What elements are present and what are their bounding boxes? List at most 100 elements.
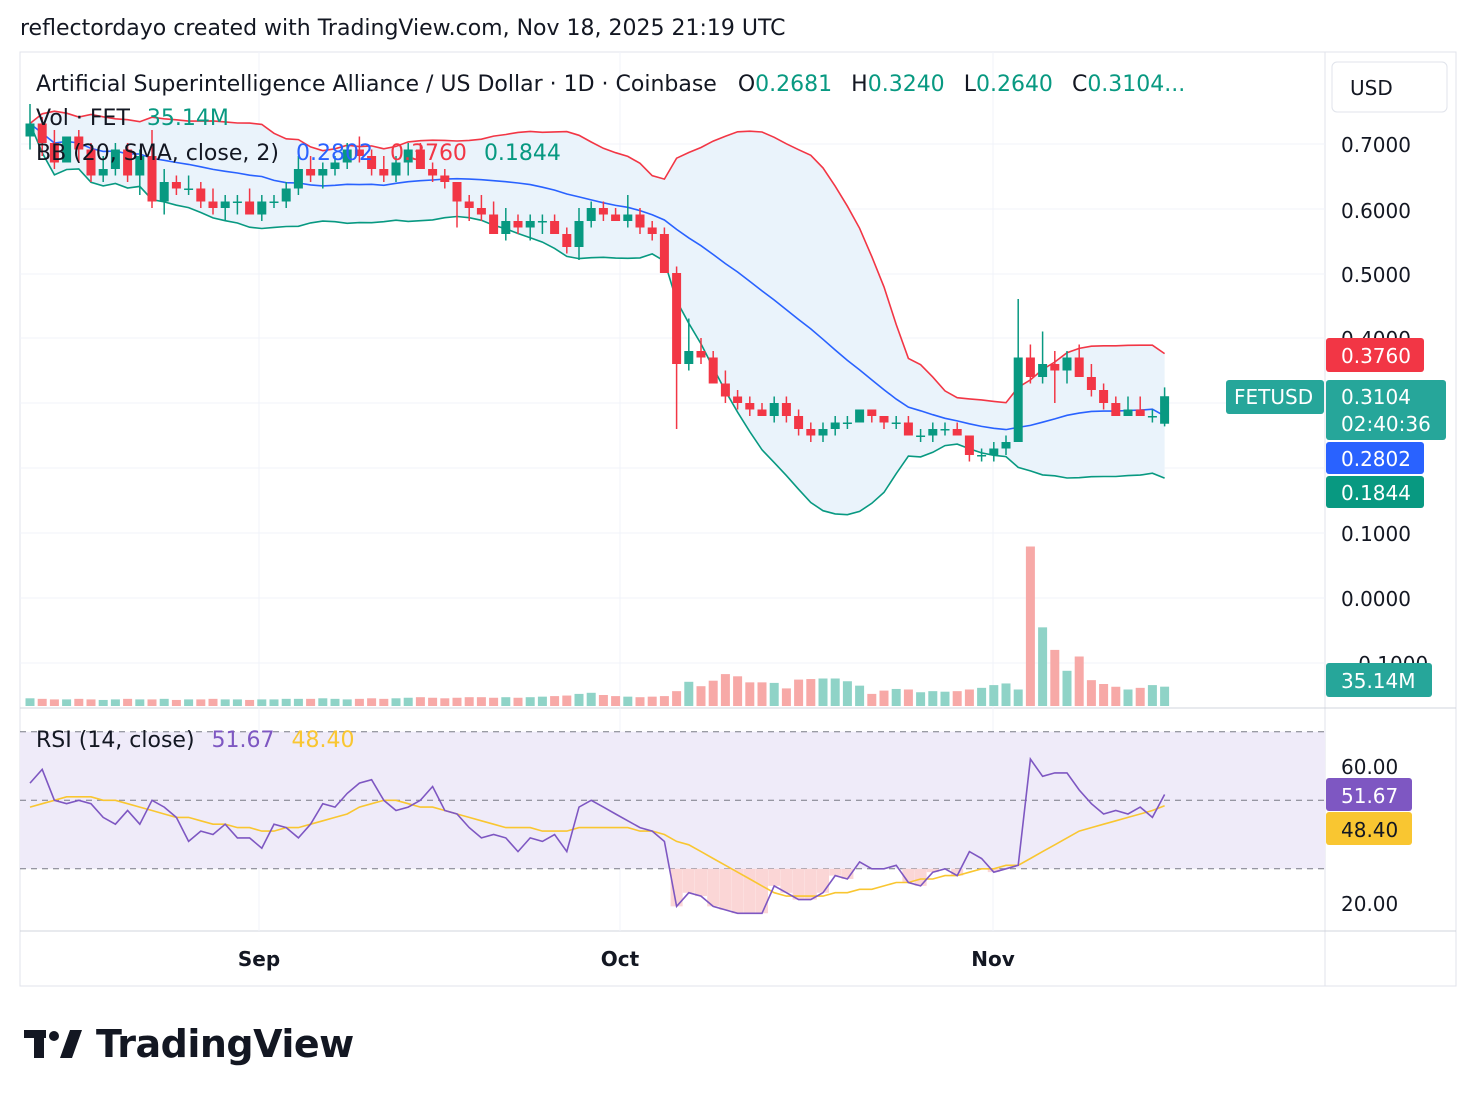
time-label-sep: Sep: [238, 947, 280, 971]
volume-bar: [562, 695, 572, 706]
volume-bar: [1086, 680, 1096, 706]
candle-body: [269, 201, 279, 203]
bollinger-label: BB (20, SMA, close, 2): [36, 141, 279, 166]
volume-bar: [794, 679, 804, 706]
volume-bar: [147, 699, 157, 706]
rsi-badge-value: 51.67: [1341, 784, 1398, 808]
bollinger-basis: 0.2802: [295, 141, 373, 166]
volume-bar: [769, 682, 779, 706]
candle-body: [440, 175, 450, 182]
candle-body: [415, 149, 425, 169]
candle-body: [147, 156, 157, 202]
volume-bar: [330, 698, 340, 706]
upper-band-badge: [1326, 338, 1424, 372]
volume-bar: [745, 682, 755, 706]
candle-body: [342, 149, 352, 163]
volume-bar: [1001, 683, 1011, 706]
time-axis[interactable]: Sep Oct Nov: [238, 947, 1015, 971]
volume-bar: [635, 697, 645, 706]
currency-button[interactable]: [1331, 61, 1448, 113]
rsi-tick: 60.00: [1341, 755, 1398, 779]
volume-bar: [501, 697, 511, 706]
candle-body: [74, 136, 84, 150]
candle-body: [62, 136, 72, 163]
volume-bar: [257, 699, 267, 706]
candle-body: [367, 156, 377, 169]
candle-body: [501, 221, 511, 234]
volume-bar: [391, 698, 401, 706]
volume-bar: [598, 695, 608, 706]
volume-bar: [903, 689, 913, 706]
volume-bar: [123, 698, 133, 706]
volume-bar: [208, 698, 218, 706]
bollinger-legend[interactable]: BB (20, SMA, close, 2) 0.2802 0.3760 0.1…: [36, 141, 561, 166]
countdown-value: 02:40:36: [1341, 412, 1431, 436]
volume-bar: [891, 688, 901, 706]
rsi-lines: [29, 756, 1166, 915]
candle-body: [464, 201, 474, 208]
volume-bar: [977, 687, 987, 706]
volume-legend[interactable]: Vol · FET 35.14M: [36, 106, 229, 131]
candle-body: [306, 169, 316, 176]
candle-body: [171, 182, 181, 189]
candlesticks[interactable]: [25, 104, 1170, 462]
candle-body: [867, 409, 877, 416]
rsi-label: RSI (14, close): [36, 728, 195, 753]
candle-body: [1135, 409, 1145, 416]
volume-bar: [1135, 687, 1145, 706]
volume-bar: [1160, 686, 1170, 706]
bollinger-lower-line: [29, 123, 1165, 516]
rsi-line: [29, 756, 1166, 915]
candle-body: [1086, 377, 1096, 390]
volume-bar: [159, 698, 169, 706]
candle-body: [196, 188, 206, 202]
candle-body: [977, 455, 987, 457]
rsi-badge: [1326, 778, 1412, 811]
symbol-legend[interactable]: Artificial Superintelligence Alliance / …: [36, 72, 1185, 97]
volume-bar: [733, 676, 743, 706]
volume-bar: [647, 696, 657, 706]
candle-body: [159, 182, 169, 202]
candle-body: [489, 214, 499, 234]
volume-bar: [135, 699, 145, 706]
bollinger-bands: [29, 110, 1166, 516]
candle-body: [1099, 390, 1109, 403]
volume-bar: [1111, 686, 1121, 706]
candle-body: [135, 156, 145, 176]
candle-body: [586, 208, 596, 221]
volume-bar: [855, 685, 865, 706]
candle-body: [25, 123, 35, 137]
volume-bar: [757, 682, 767, 706]
volume-bar: [49, 699, 59, 706]
low-value: 0.2640: [975, 72, 1053, 97]
volume-bar: [464, 697, 474, 706]
last-price-value: 0.3104: [1341, 385, 1411, 409]
rsi-legend[interactable]: RSI (14, close) 51.67 48.40: [36, 728, 355, 753]
volume-bar: [367, 698, 377, 706]
volume-bar: [513, 697, 523, 706]
candle-body: [1050, 364, 1060, 371]
close-value: 0.3104...: [1087, 72, 1186, 97]
candle-body: [86, 149, 96, 176]
time-label-oct: Oct: [601, 947, 640, 971]
candle-body: [1111, 403, 1121, 416]
volume-badge: [1326, 663, 1432, 697]
candle-body: [672, 273, 682, 364]
candle-body: [257, 201, 267, 215]
candle-body: [891, 422, 901, 424]
basis-value: 0.2802: [1341, 447, 1411, 471]
volume-bar: [476, 697, 486, 706]
candle-body: [428, 169, 438, 176]
volume-bar: [37, 698, 47, 706]
currency-label[interactable]: USD: [1350, 76, 1393, 100]
candle-body: [403, 149, 413, 163]
volume-label: Vol · FET: [36, 106, 130, 131]
tradingview-logo[interactable]: TradingView: [24, 1022, 354, 1066]
candle-body: [293, 169, 303, 189]
candle-body: [1160, 396, 1170, 424]
volume-bar: [928, 691, 938, 706]
candle-body: [635, 214, 645, 228]
volume-bar: [1050, 649, 1060, 706]
volume-bar: [806, 679, 816, 706]
